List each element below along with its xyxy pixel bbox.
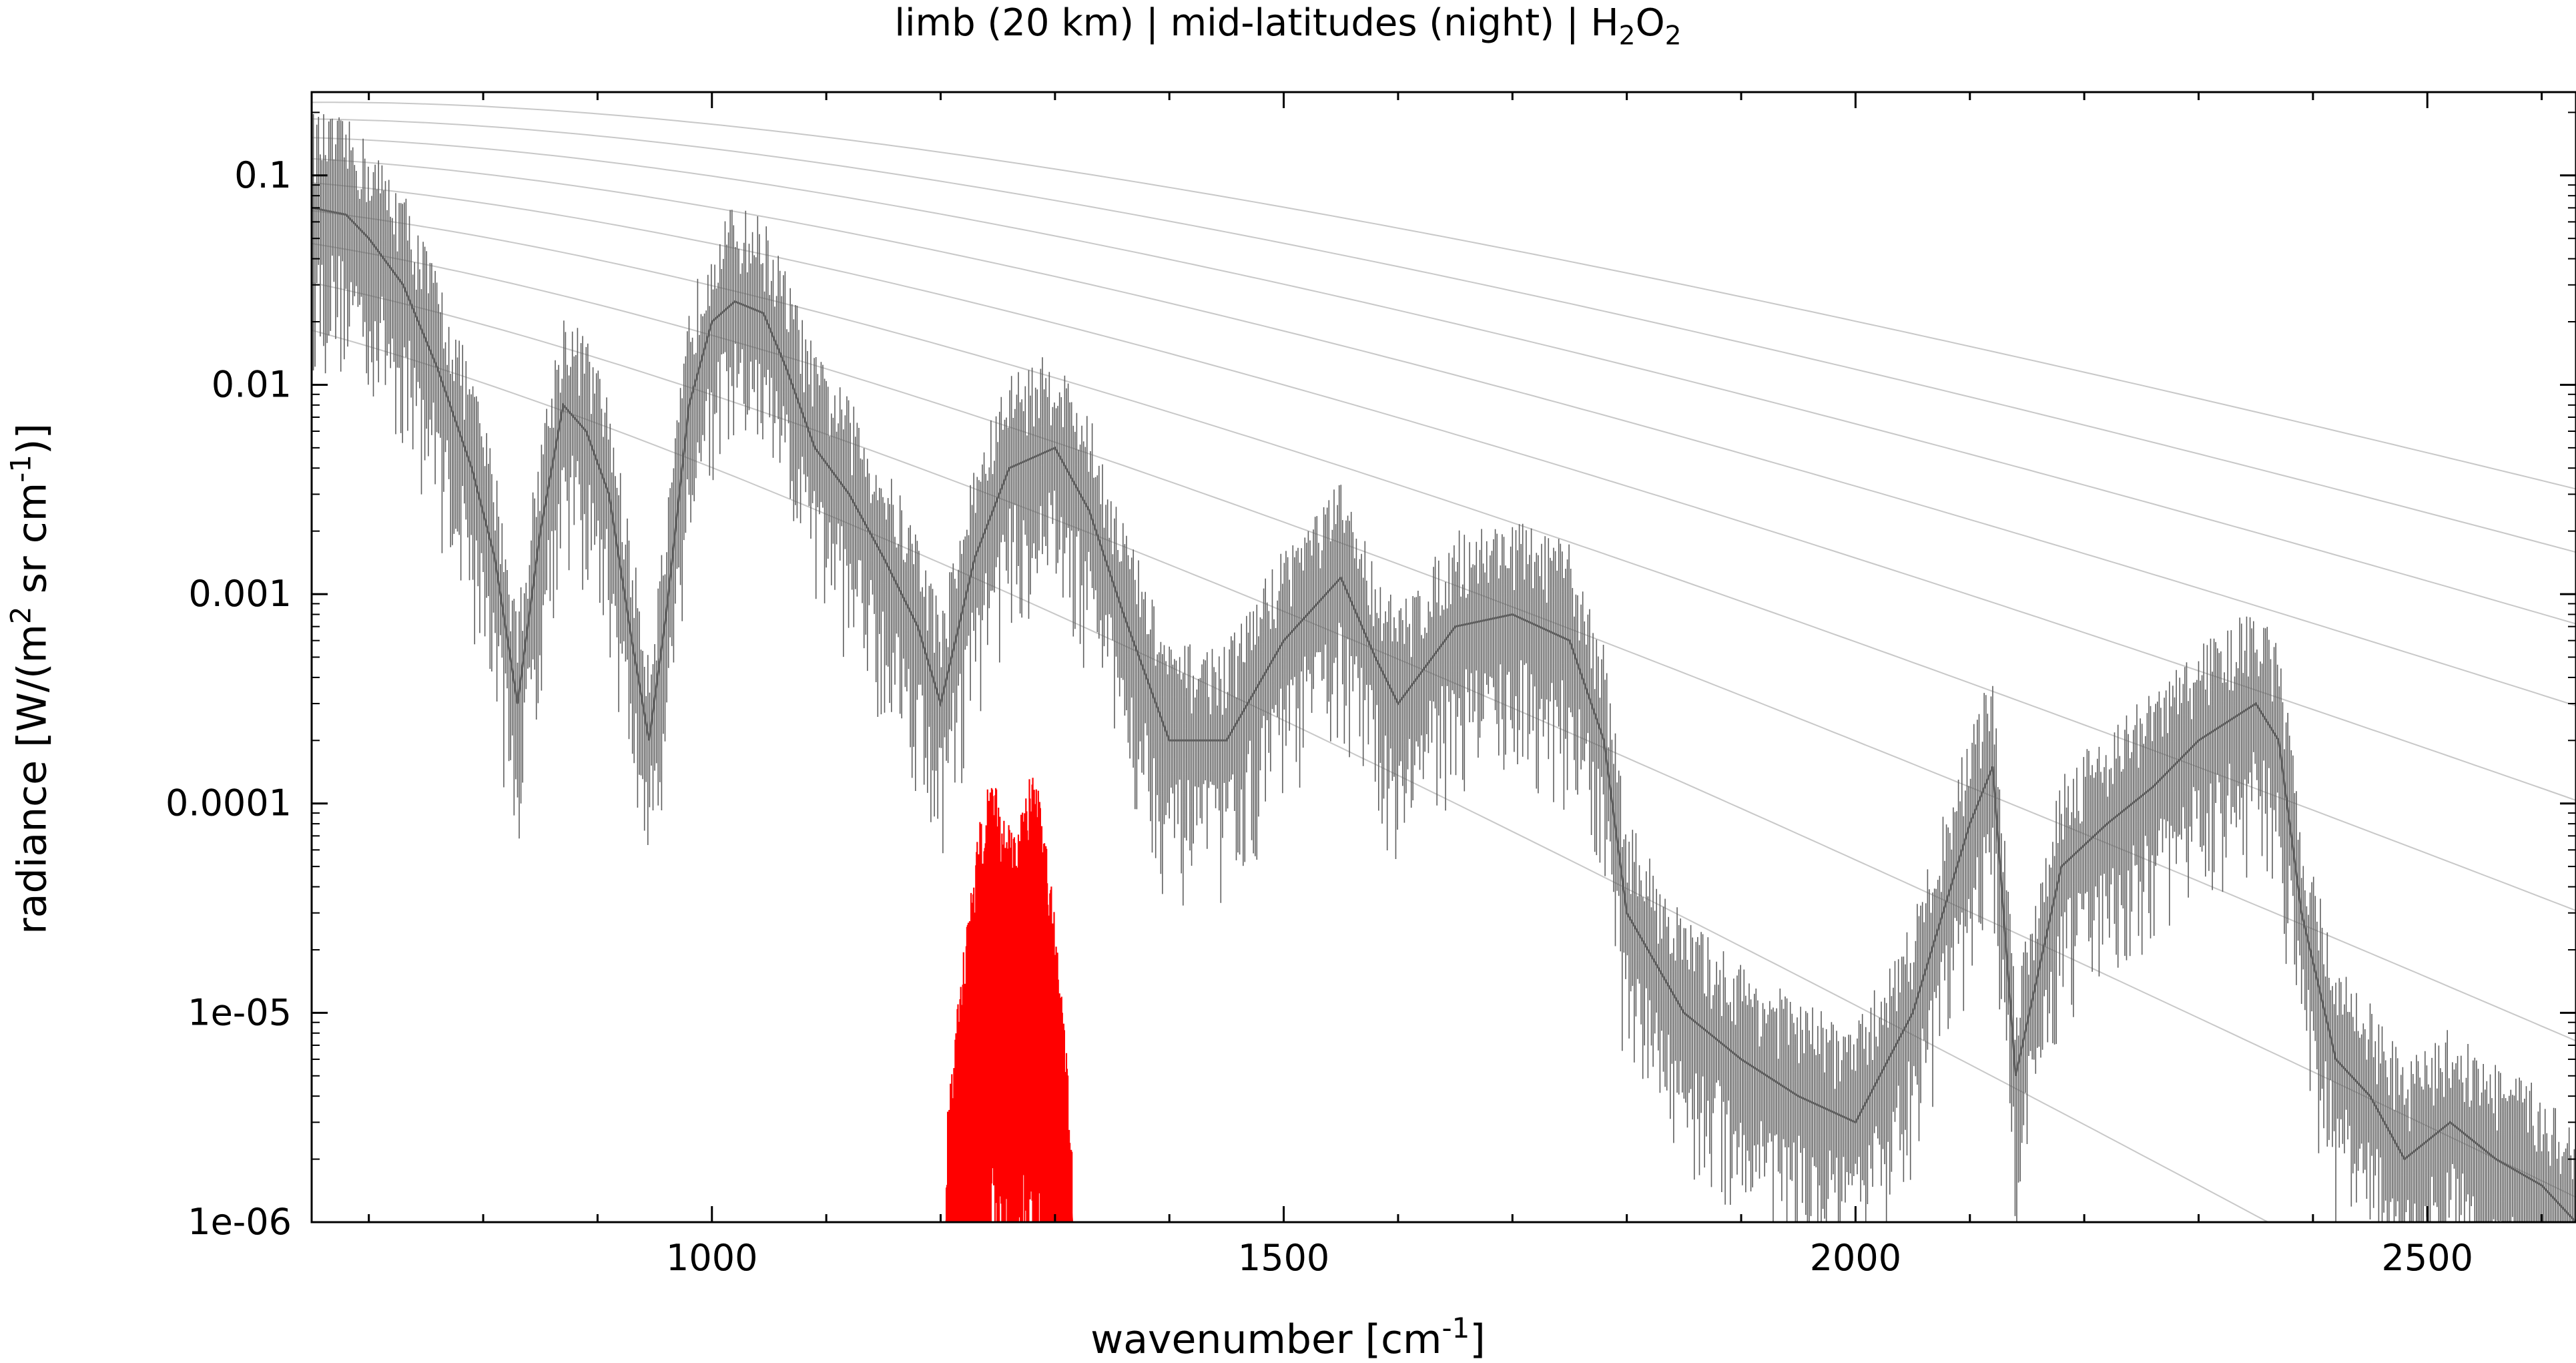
- y-axis-label-sup1: 2: [4, 606, 37, 625]
- x-axis-ticks: 1000 1500 2000 2500: [368, 92, 2543, 1279]
- series-h2o2_contribution-envelope: [945, 864, 1074, 1222]
- y-axis-ticks: 1e-06 1e-05 0.0001 0.001 0.01 0.1: [166, 111, 2576, 1243]
- x-axis-label-suffix: ]: [1470, 1316, 1486, 1363]
- series-h2o2_contribution-lines: [946, 778, 1073, 1222]
- planck-curve-5: [312, 158, 2576, 707]
- y-tick-label: 0.0001: [166, 782, 292, 824]
- x-tick-label: 1500: [1238, 1237, 1329, 1279]
- series-total_radiance-envelope: [312, 206, 2576, 1222]
- x-axis-label-sup: -1: [1441, 1312, 1470, 1344]
- planck-curve-8: [312, 101, 2576, 490]
- series-total_radiance: [312, 113, 2576, 1222]
- chart-title-prefix: limb (20 km) | mid-latitudes (night) | H: [894, 1, 1619, 45]
- planck-curve-7: [312, 118, 2576, 553]
- series-h2o2_contribution: [945, 778, 1074, 1222]
- x-tick-label: 1000: [666, 1237, 757, 1279]
- chart-title: limb (20 km) | mid-latitudes (night) | H…: [0, 0, 2576, 53]
- y-axis-label: radiance [W/(m2 sr cm-1)]: [0, 423, 56, 934]
- chart-title-sub1: 2: [1618, 21, 1636, 51]
- y-axis-label-mid: sr cm: [9, 482, 56, 607]
- series-layer: [312, 113, 2576, 1222]
- chart-title-sub2: 2: [1664, 21, 1682, 51]
- y-axis-label-suffix: )]: [9, 423, 56, 455]
- x-axis-label: wavenumber [cm-1]: [0, 1305, 2576, 1363]
- y-tick-label: 0.01: [212, 363, 292, 405]
- x-tick-label: 2500: [2382, 1237, 2473, 1279]
- chart-title-mid: O: [1635, 1, 1665, 45]
- x-axis-label-prefix: wavenumber [cm: [1090, 1316, 1442, 1363]
- y-tick-label: 1e-06: [188, 1201, 292, 1243]
- y-axis-label-sup2: -1: [4, 454, 37, 483]
- x-tick-label: 2000: [1810, 1237, 1901, 1279]
- y-tick-label: 0.1: [234, 154, 292, 196]
- planck-curve-6: [312, 137, 2576, 625]
- y-axis-label-prefix: radiance [W/(m: [9, 624, 56, 934]
- y-tick-label: 0.001: [188, 573, 292, 615]
- y-tick-label: 1e-05: [188, 991, 292, 1033]
